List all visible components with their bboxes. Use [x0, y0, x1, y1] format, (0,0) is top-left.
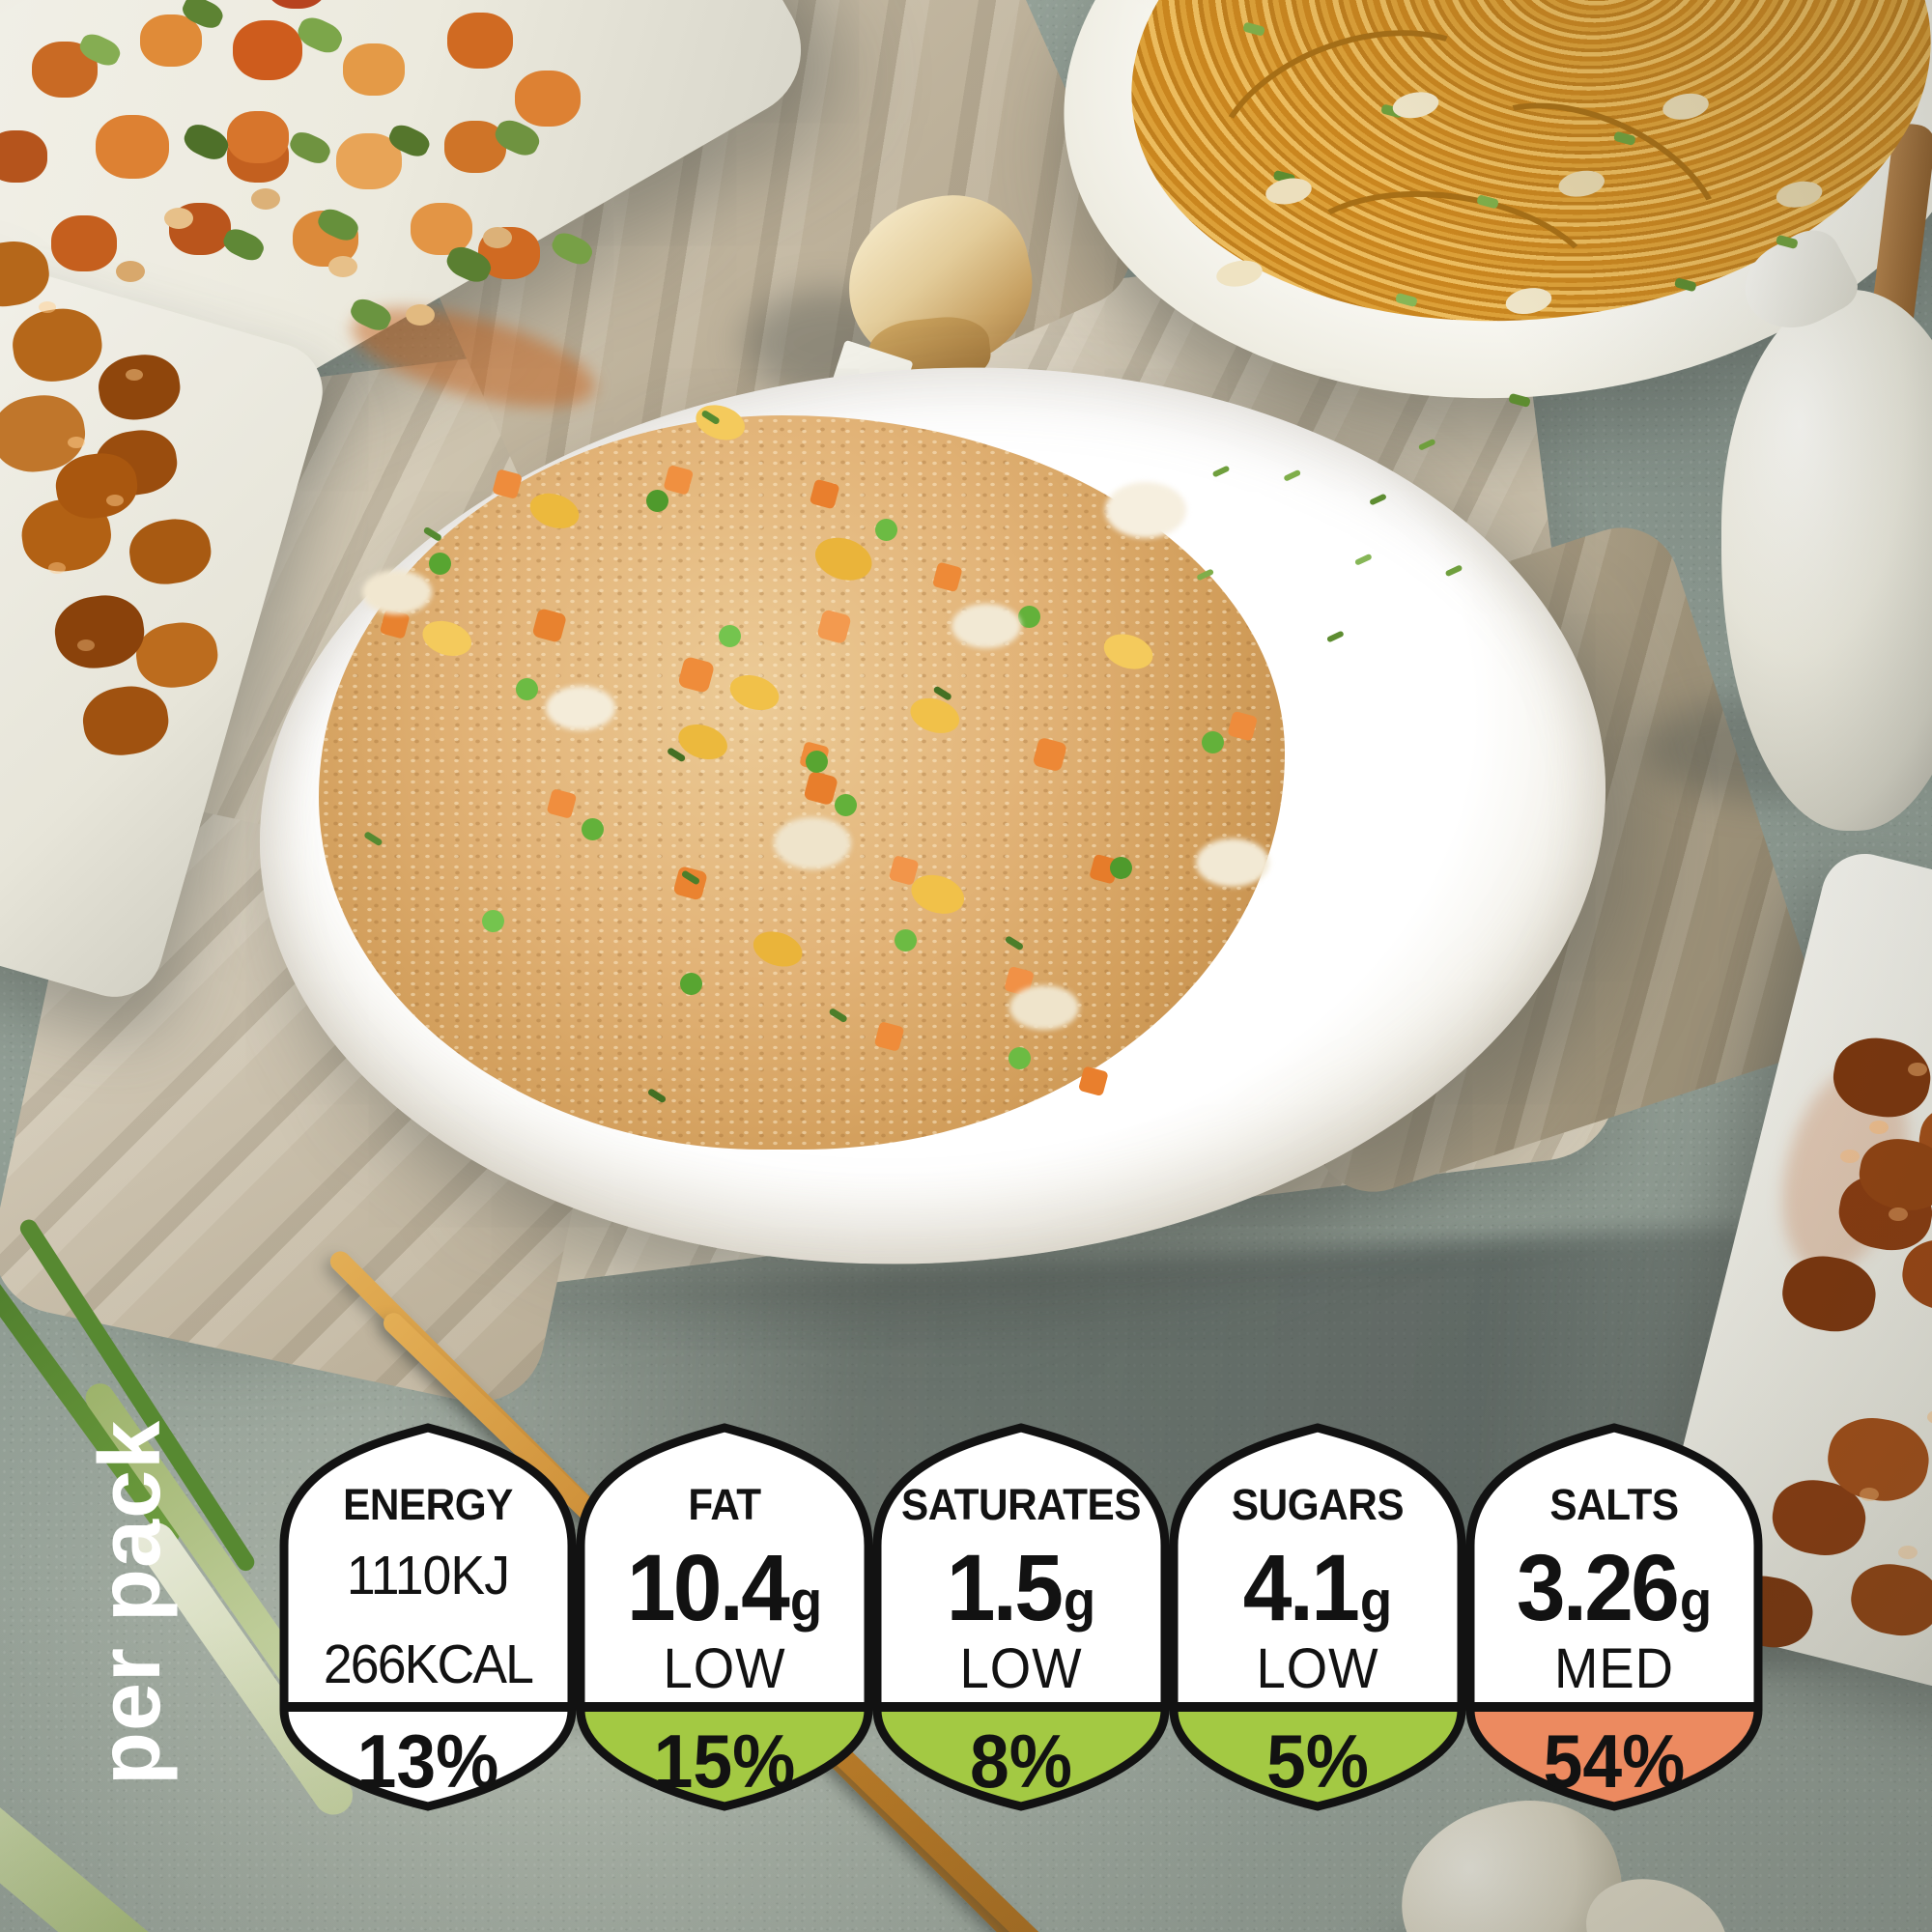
- nutrient-name: FAT: [688, 1480, 761, 1529]
- badge-shape: [1465, 1423, 1763, 1811]
- amount-unit: g: [1679, 1570, 1713, 1633]
- nutrient-badge-salts: SALTS 3.26g MED 54%: [1464, 1420, 1764, 1814]
- glaze-highlights-right: [1869, 1121, 1889, 1134]
- green-peas: [835, 794, 857, 816]
- energy-kcal-value: 266KCAL: [323, 1634, 534, 1695]
- serving-size-label: per pack: [82, 1419, 179, 1785]
- amount-unit: g: [789, 1570, 823, 1633]
- daily-intake-percent: 13%: [356, 1719, 499, 1804]
- daily-intake-percent: 54%: [1543, 1719, 1686, 1804]
- kung-pao-chicken-pieces: [227, 111, 289, 163]
- white-teapot: [1721, 290, 1932, 831]
- badge-shape: [576, 1423, 873, 1811]
- level-indicator: LOW: [959, 1637, 1083, 1700]
- nutrient-amount: 1.5g: [888, 1534, 1154, 1642]
- fried-rice-mound: [319, 415, 1285, 1150]
- amount-number: 3.26: [1516, 1535, 1680, 1640]
- nutrient-name: SATURATES: [900, 1480, 1142, 1529]
- nutrient-amount: 10.4g: [591, 1534, 858, 1642]
- badge-shape: [1169, 1423, 1466, 1811]
- daily-intake-percent: 5%: [1266, 1719, 1369, 1804]
- nutrient-badge-fat: FAT 10.4g LOW 15%: [575, 1420, 874, 1814]
- amount-unit: g: [1063, 1570, 1096, 1633]
- nutrient-badge-energy: ENERGY 1110KJ 266KCAL 13%: [278, 1420, 578, 1814]
- amount-number: 10.4: [626, 1535, 790, 1640]
- nutrient-badge-sugars: SUGARS 4.1g LOW 5%: [1168, 1420, 1467, 1814]
- daily-intake-percent: 8%: [970, 1719, 1072, 1804]
- amount-number: 4.1: [1242, 1535, 1360, 1640]
- amount-number: 1.5: [946, 1535, 1064, 1640]
- level-indicator: LOW: [663, 1637, 786, 1700]
- badge-shape: [279, 1423, 577, 1811]
- daily-intake-percent: 15%: [653, 1719, 796, 1804]
- nutrient-badge-saturates: SATURATES 1.5g LOW 8%: [871, 1420, 1171, 1814]
- level-indicator: LOW: [1256, 1637, 1379, 1700]
- energy-kj-value: 1110KJ: [346, 1545, 510, 1606]
- scallion-corner-piece: [0, 1775, 198, 1932]
- badge-shape: [872, 1423, 1170, 1811]
- level-indicator: MED: [1554, 1637, 1674, 1700]
- nutrient-amount: 4.1g: [1184, 1534, 1451, 1642]
- glaze-highlights-left: [68, 437, 85, 448]
- peanut-pieces: [164, 208, 193, 229]
- white-rice-patches: [952, 604, 1021, 648]
- nutrient-amount: 3.26g: [1481, 1534, 1747, 1642]
- nutrient-name: SALTS: [1549, 1480, 1679, 1529]
- nutrient-name: SUGARS: [1231, 1480, 1405, 1529]
- amount-unit: g: [1359, 1570, 1393, 1633]
- nutrient-name: ENERGY: [343, 1480, 513, 1529]
